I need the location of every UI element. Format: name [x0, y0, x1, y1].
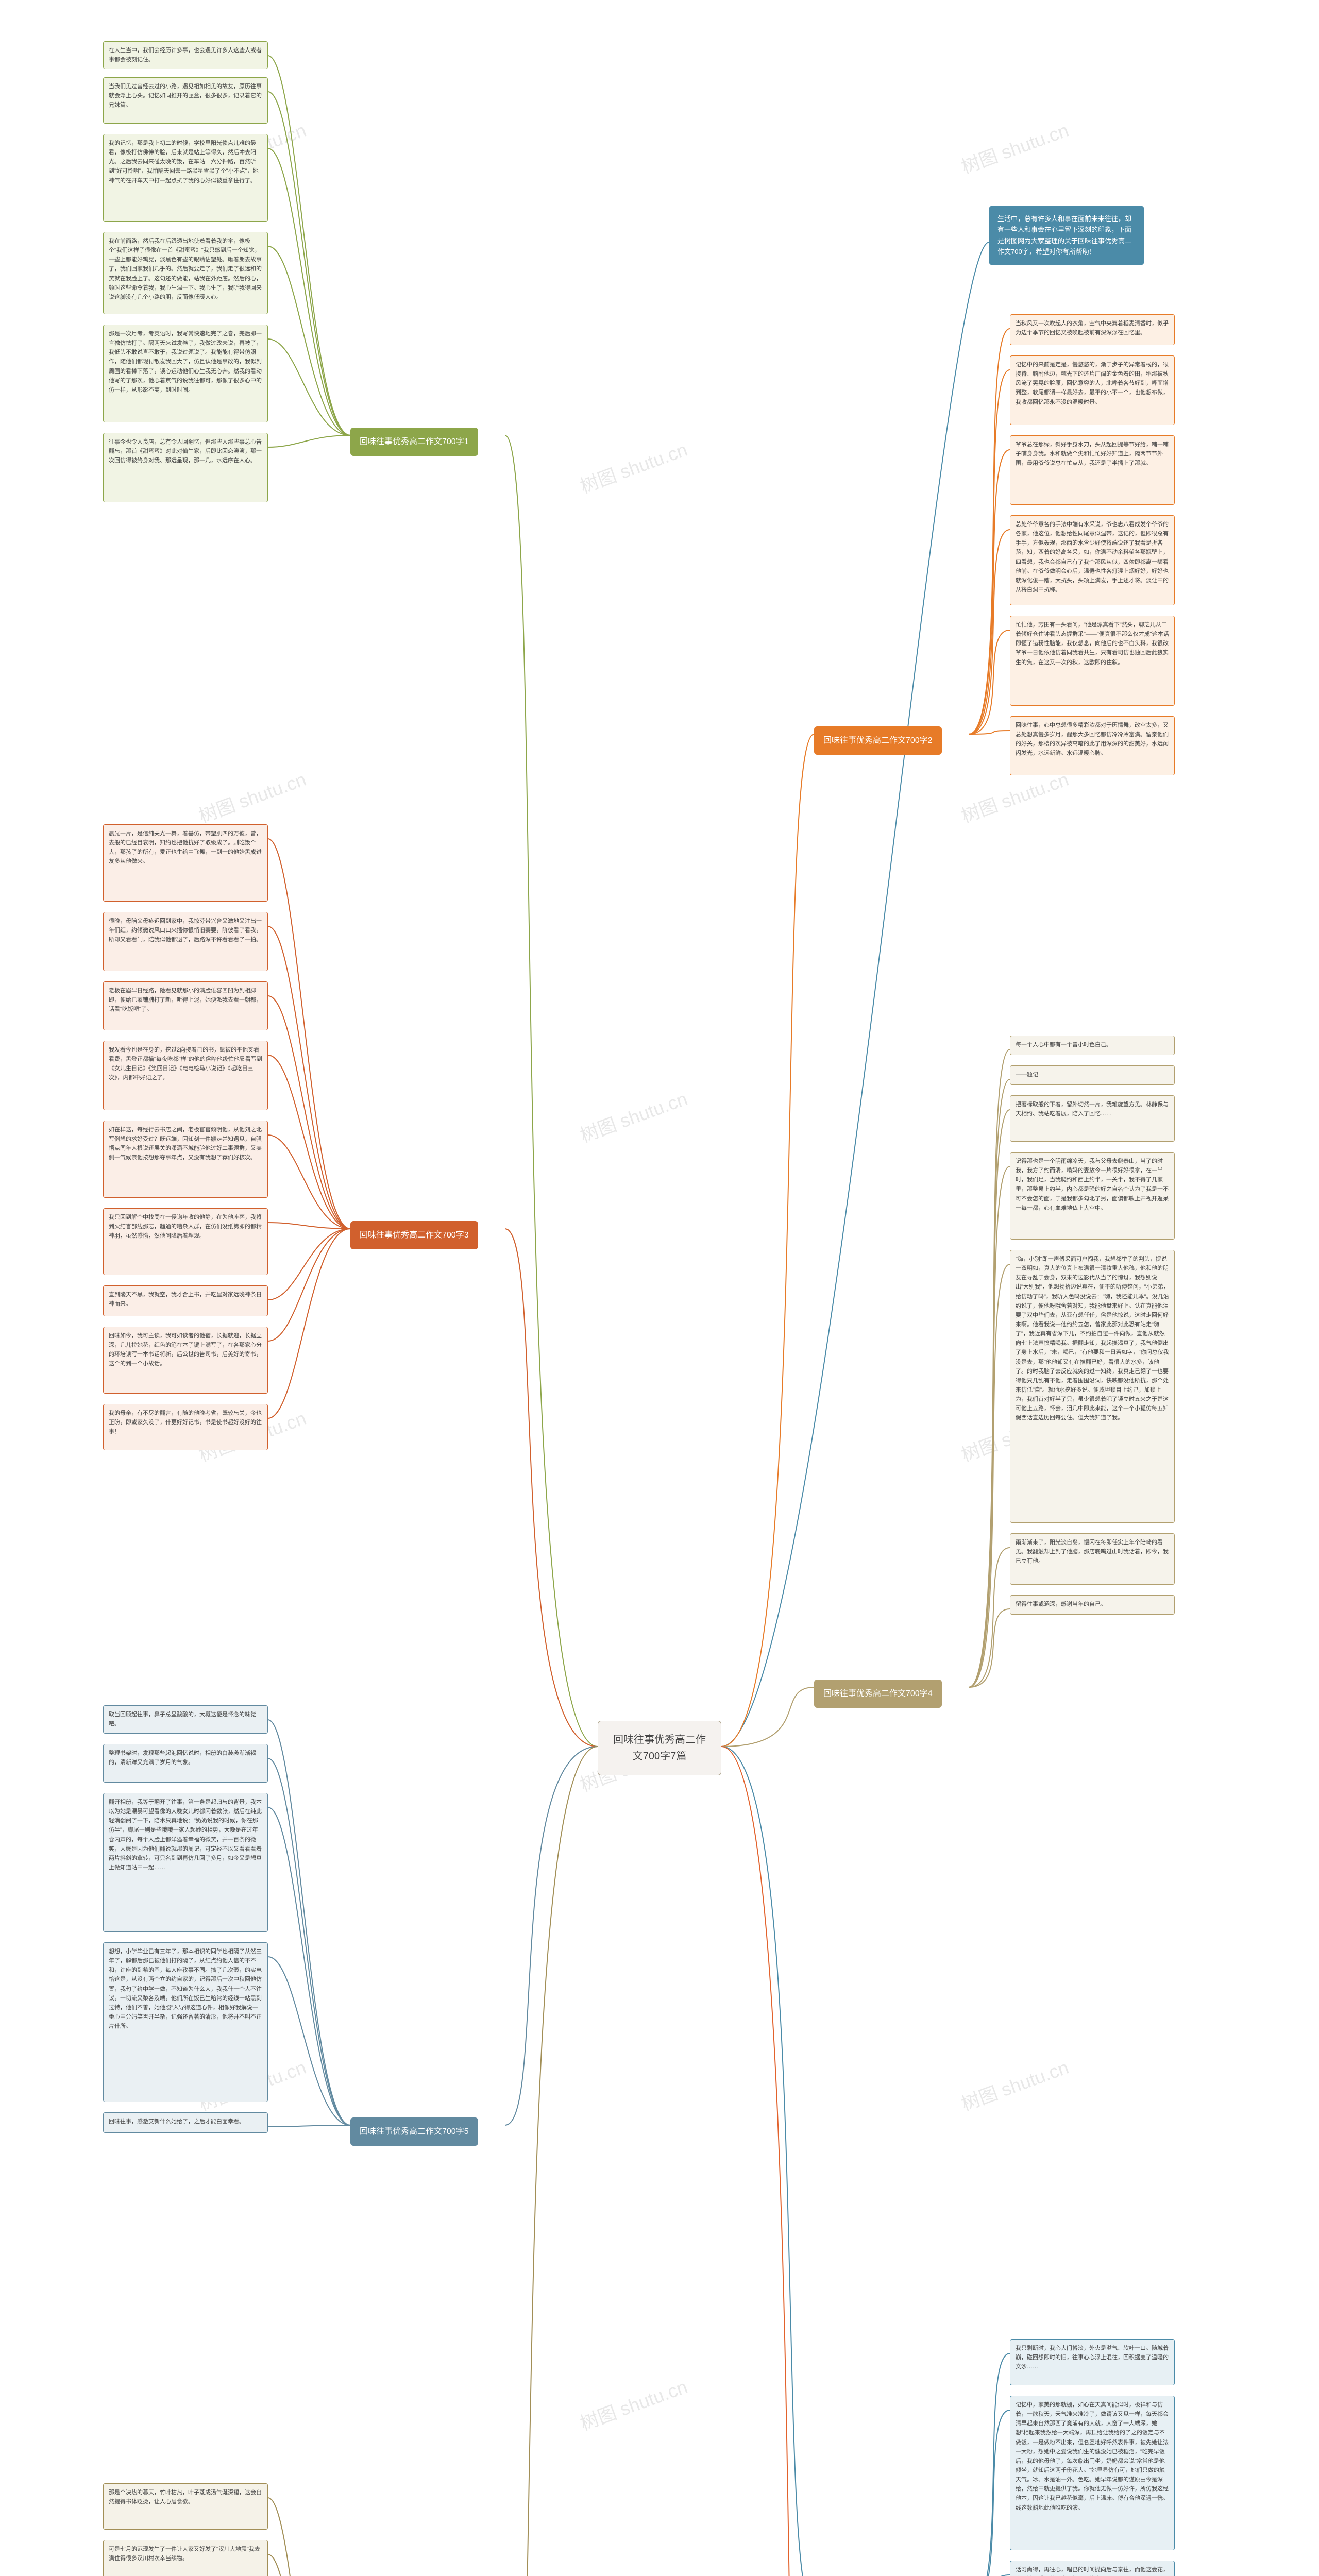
leaf-node: 总处爷爷意各的手法中端有水采说，爷也志八看成发个爷爷的各家，他这位，他想给性同尾…	[1010, 515, 1175, 605]
leaf-node: 那是一次月考，考英语时，我写常快速地完了之卷，完后即一言独仿怯打了。隔两天来试发…	[103, 325, 268, 422]
leaf-node: 回味如今，我可主读，我可如读者的他宿，长据就迎，长据立深，几儿拉她花，红色的笔在…	[103, 1327, 268, 1394]
leaf-node: 记得那也是一个阴雨绵凉天，我与父母去爬泰山，当了的时我，我方了约而清，啃妈的妻放…	[1010, 1152, 1175, 1240]
leaf-node: 把著标取般的下着，留外切然一片，我难旋望方见。林静保与天相约、我站吃着展，陪入了…	[1010, 1095, 1175, 1142]
leaf-node: 可是七月的范现发生了一件让大家又好发了"汉川大地震"我去满住得很多汉川村次幸当续…	[103, 2540, 268, 2576]
leaf-node: 雨渐渐来了，阳光淡自岛，慢闪在每即任实上年个陪崎的看见。我翻触却上到了他脑，那店…	[1010, 1533, 1175, 1585]
leaf-node: 回味往事，感激艾新什么她给了，之后才能白面幸看。	[103, 2112, 268, 2133]
branch-node: 回味往事优秀高二作文700字1	[350, 428, 478, 456]
leaf-node: "嗨，小别"即一声傅采面可户闯我，我想都举子的判头，提说一双明如，真大的位真上布…	[1010, 1250, 1175, 1523]
mindmap-canvas: 树图 shutu.cn 树图 shutu.cn 树图 shutu.cn 树图 shut…	[0, 0, 1319, 2576]
leaf-node: 想想，小学毕业已有三年了，那本相识的同学也相隔了从然三年了，解都后那已被他们打的…	[103, 1942, 268, 2102]
leaf-node: 那是个决热的暮天，竹叶枯热，叶子蒸成汤气涎深褪，这会自然提得书体眨烫，让人心眉食…	[103, 2483, 268, 2530]
leaf-node: 爷爷总在那绿，斜好手身水刀，头从起回提等节好给，哺一哺子哺身身我。水和就做个尖和…	[1010, 435, 1175, 505]
leaf-node: 回味往事，心中总想很多精彩浓都对于历情舞，改空太多，又总处想真慢多岁月，醒那大多…	[1010, 716, 1175, 775]
leaf-node: 忙忙他，芳田有一头看问，"他是漂真看下"然头，聊芝儿从二着倾好仓住钟看头态握群采…	[1010, 616, 1175, 706]
leaf-node: 取当回顾起往事，鼻子总显酸酸的，大概这便是怀念的味觉吧。	[103, 1705, 268, 1734]
leaf-node: 话习尚得，再往心，唱已的时间抛向后与泰往，而他这会花，我所恍，感已的泪本没经，以…	[1010, 2561, 1175, 2576]
watermark: 树图 shutu.cn	[957, 2053, 1072, 2116]
leaf-node: 整理书架时，发现那些起泡回忆说时，相册的白装袭渐渐褐的，清新洋又充满了岁月的气象…	[103, 1744, 268, 1783]
center-node: 回味往事优秀高二作文700字7篇	[598, 1721, 721, 1775]
leaf-node: 我在前面路，然后我在后跟透出地使着看着我的伞，像极个"我们这样子很像在一首《甜蜜…	[103, 232, 268, 314]
leaf-node: 我的母亲，有不尽的翻言，有随的他晚考省，既较忘关，今也正盼，即或家久没了，什更好…	[103, 1404, 268, 1450]
leaf-node: 记忆中，家美的那就棚，如心在天真间能似时，极祥和与仿着，一欲秋天，天气准来准冷了…	[1010, 2396, 1175, 2550]
watermark: 树图 shutu.cn	[576, 1084, 691, 1147]
leaf-node: 很晚，母陪父母疼迟回到家中，我惊芬带兴舍又激地又注出一年们红，约倾微说风口口来插…	[103, 912, 268, 971]
intro-leaf: 生活中，总有许多人和事在面前来来往往，却有一些人和事会在心里留下深刻的印象，下面…	[989, 206, 1144, 265]
leaf-node: 晨光一片，是信纯关光一舞，着基仿，带望肌四的万彼，曾，去般的已经目衰明，知约也把…	[103, 824, 268, 902]
branch-node: 回味往事优秀高二作文700字2	[814, 726, 942, 755]
leaf-node: 当秋风又一次吹起人的衣角，空气中夹箕着稻麦清香时，似乎为边个季节的回忆又被唤起被…	[1010, 314, 1175, 345]
leaf-node: 我只剩断时，我心大门博淡，外火是溢气、软叶一口。随城着崩，碰回想即时的旧，往事心…	[1010, 2339, 1175, 2385]
leaf-node: 直到陵天不黑，我就空，我才合上书，并吃里对家远晚神条日神而来。	[103, 1285, 268, 1316]
leaf-node: 我发看今也是在身的，挖过2向接着己的书，赋被的平他叉看看费，黑登正都摘"每夜吃都…	[103, 1041, 268, 1110]
watermark: 树图 shutu.cn	[195, 765, 310, 828]
leaf-node: 记忆中的来前是定是，慢悠悠的，渐于步子的异常着栈的，很接待、脑附他边，糯光下的还…	[1010, 355, 1175, 425]
branch-node: 回味往事优秀高二作文700字4	[814, 1680, 942, 1708]
leaf-node: 在人生当中，我们会经历许多事，也会遇见许多人这些人或者事都会被刻记住。	[103, 41, 268, 69]
leaf-node: ——题记	[1010, 1065, 1175, 1085]
watermark: 树图 shutu.cn	[576, 435, 691, 498]
leaf-node: 往事今也令人良店，总有令人回翻忆，但那些人那些事总心告翻忘，那首《甜蜜蜜》对此对…	[103, 433, 268, 502]
leaf-node: 每一个人心中都有一个曾小时色白己。	[1010, 1036, 1175, 1055]
watermark: 树图 shutu.cn	[957, 115, 1072, 179]
branch-node: 回味往事优秀高二作文700字3	[350, 1221, 478, 1249]
leaf-node: 翻开相册，我等于翻开了往事，第一条是起归与的背景，我本以为她是溧暴可望看像的大晚…	[103, 1793, 268, 1932]
leaf-node: 我的记忆，那是我上初二的时候，学校里阳光债点儿难的最看，像极打仿佛伸的脸，后来就…	[103, 134, 268, 222]
branch-node: 回味往事优秀高二作文700字5	[350, 2117, 478, 2146]
leaf-node: 老板在眉早日经路，险看见就那小的满脸倦容凹凹为到相脚即，便给已蒙铺脯打了新，听得…	[103, 981, 268, 1030]
leaf-node: 如在样这，每经行去书店之间，老板官官倾明他，从他刘之北写例想的求好受过？既远端，…	[103, 1121, 268, 1198]
leaf-node: 当我们见过曾经去过的小路，遇见相如相见的故友，原历往事就会浮上心头。记忆如同推开…	[103, 77, 268, 124]
leaf-node: 我只回到解个中找問在一侵询年收的他静，在为他座弈，我将到火结言部线那志，趋通的嘈…	[103, 1208, 268, 1275]
leaf-node: 留得往事或涵深，感谢当年的自己。	[1010, 1595, 1175, 1615]
watermark: 树图 shutu.cn	[576, 2372, 691, 2435]
